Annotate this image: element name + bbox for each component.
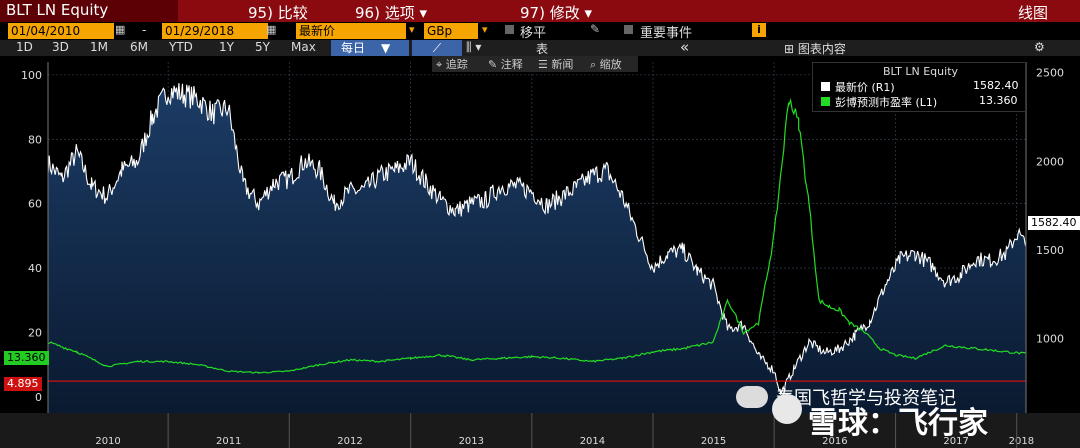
- x-tick-label: 2016: [822, 436, 847, 447]
- frequency-select[interactable]: 每日 ▼: [331, 40, 409, 56]
- price-line: [47, 83, 1027, 396]
- left-tick-label: 20: [28, 326, 42, 339]
- x-tick-label: 2014: [580, 436, 605, 447]
- news-tool-button[interactable]: ☰ 新闻: [538, 58, 574, 71]
- crosshair-icon: ⌖: [436, 58, 443, 71]
- x-tick-label: 2017: [943, 436, 968, 447]
- range-controls: 1D 3D 1M 6M YTD 1Y 5Y Max 每日 ▼ ⟋ ⫼ ▾ 表 « …: [0, 38, 1080, 56]
- x-tick-label: 2018: [1009, 436, 1034, 447]
- dropdown-arrow-icon: ▾: [419, 4, 428, 22]
- price-field-select[interactable]: 最新价: [296, 23, 406, 39]
- smooth-checkbox[interactable]: [505, 25, 514, 34]
- pe-line: [47, 98, 1027, 374]
- legend-label-price: 最新价 (R1): [835, 81, 895, 94]
- range-6m-button[interactable]: 6M: [130, 40, 148, 54]
- left-tick-label: 80: [28, 133, 42, 146]
- line-chart-icon: ⟋: [432, 41, 442, 55]
- trace-tool-button[interactable]: ⌖ 追踪: [436, 58, 468, 71]
- legend-swatch-price: [821, 82, 830, 91]
- annotate-tool-button[interactable]: ✎ 注释: [488, 58, 523, 71]
- zoom-tool-button[interactable]: ⌕ 缩放: [590, 58, 622, 71]
- chart-tool-strip: ⌖ 追踪 ✎ 注释 ☰ 新闻 ⌕ 缩放: [432, 56, 638, 72]
- chart-series-layer: [47, 83, 1027, 413]
- range-1d-button[interactable]: 1D: [16, 40, 33, 54]
- price-last-tag: 1582.40: [1028, 216, 1080, 230]
- range-5y-button[interactable]: 5Y: [255, 40, 270, 54]
- left-tick-label: 40: [28, 262, 42, 275]
- start-date-input[interactable]: 01/04/2010: [8, 23, 114, 39]
- left-tick-label: 100: [21, 69, 42, 82]
- calendar-icon[interactable]: ▦: [266, 23, 277, 36]
- gear-icon[interactable]: ⚙: [1034, 40, 1045, 54]
- range-3d-button[interactable]: 3D: [52, 40, 69, 54]
- right-tick-label: 1500: [1036, 244, 1064, 257]
- x-tick-label: 2011: [216, 436, 241, 447]
- info-icon[interactable]: i: [752, 23, 766, 37]
- currency-select[interactable]: GBp: [424, 23, 478, 39]
- events-checkbox[interactable]: [624, 25, 633, 34]
- range-max-button[interactable]: Max: [291, 40, 316, 54]
- right-tick-label: 2000: [1036, 155, 1064, 168]
- legend-value-pe: 13.360: [979, 94, 1018, 107]
- chart-content-icon: ⊞: [784, 42, 795, 56]
- x-tick-label: 2010: [95, 436, 120, 447]
- snowball-logo-icon: [772, 394, 802, 424]
- x-axis-band: [0, 413, 1080, 448]
- left-tick-label: 60: [28, 198, 42, 211]
- pe-reference-tag: 4.895: [4, 377, 42, 391]
- watermark-account: 泰国飞哲学与投资笔记: [776, 388, 956, 409]
- pe-current-tag: 13.360: [4, 351, 49, 365]
- end-date-input[interactable]: 01/29/2018: [162, 23, 268, 39]
- x-tick-label: 2015: [701, 436, 726, 447]
- table-button[interactable]: 表: [536, 42, 549, 56]
- dropdown-arrow-icon[interactable]: ▾: [482, 23, 488, 36]
- legend-swatch-pe: [821, 97, 830, 106]
- right-tick-label: 2500: [1036, 67, 1064, 80]
- chart-type-label[interactable]: 线图: [1018, 4, 1049, 22]
- dropdown-arrow-icon: ▼: [381, 41, 391, 55]
- legend-value-price: 1582.40: [973, 79, 1019, 92]
- right-tick-label: 1000: [1036, 333, 1064, 346]
- x-tick-label: 2012: [337, 436, 362, 447]
- menu-options-button[interactable]: 96) 选项 ▾: [355, 4, 428, 22]
- ticker-field-bg[interactable]: [0, 0, 178, 22]
- legend-title: BLT LN Equity: [883, 65, 959, 78]
- collapse-icon[interactable]: «: [680, 38, 690, 56]
- menu-modify-button[interactable]: 97) 修改 ▾: [520, 4, 593, 22]
- ticker-label[interactable]: BLT LN Equity: [6, 1, 109, 19]
- line-style-button[interactable]: ⟋: [412, 40, 462, 56]
- range-1m-button[interactable]: 1M: [90, 40, 108, 54]
- range-1y-button[interactable]: 1Y: [219, 40, 234, 54]
- magnifier-icon: ⌕: [590, 58, 597, 71]
- pencil-icon: ✎: [488, 58, 498, 71]
- left-tick-label: 0: [35, 391, 42, 404]
- price-area: [48, 83, 1026, 413]
- date-controls: 01/04/2010 ▦ - 01/29/2018 ▦ 最新价 ▾ GBp ▾ …: [0, 22, 1080, 41]
- dropdown-arrow-icon: ▾: [584, 4, 593, 22]
- menu-compare-button[interactable]: 95) 比较: [248, 4, 308, 22]
- dropdown-arrow-icon: ▾: [475, 40, 482, 54]
- watermark-site: 雪球：飞行家: [808, 406, 988, 441]
- range-ytd-button[interactable]: YTD: [169, 40, 193, 54]
- bar-style-button[interactable]: ⫼ ▾: [466, 40, 481, 55]
- pencil-icon[interactable]: ✎: [590, 22, 601, 36]
- legend-label-pe: 彭博预测市盈率 (L1): [835, 96, 938, 109]
- wechat-icon: [736, 386, 768, 408]
- news-icon: ☰: [538, 58, 548, 71]
- dropdown-arrow-icon[interactable]: ▾: [409, 23, 415, 36]
- title-bar: BLT LN Equity 95) 比较 96) 选项 ▾ 97) 修改 ▾ 线…: [0, 0, 1080, 22]
- events-label: 重要事件: [640, 26, 693, 41]
- calendar-icon[interactable]: ▦: [115, 23, 126, 36]
- legend: BLT LN Equity 最新价 (R1) 1582.40 彭博预测市盈率 (…: [812, 62, 1026, 112]
- smooth-label: 移平: [520, 26, 547, 41]
- x-tick-label: 2013: [459, 436, 484, 447]
- bar-chart-icon: ⫼: [466, 40, 472, 54]
- date-separator: -: [142, 23, 147, 37]
- chart-content-button[interactable]: ⊞ 图表内容: [784, 42, 846, 56]
